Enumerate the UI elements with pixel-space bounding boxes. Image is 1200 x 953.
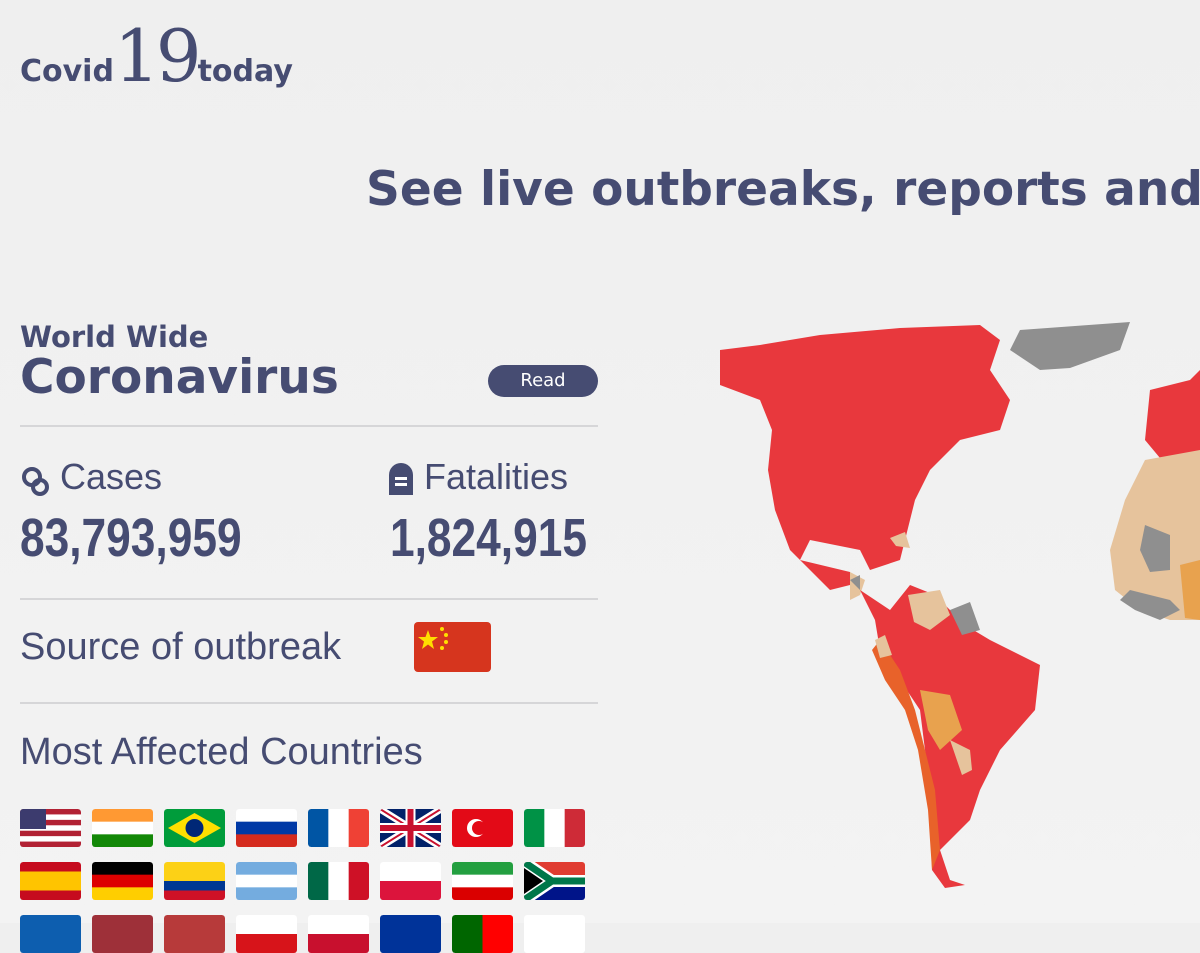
fatalities-value: 1,824,915 xyxy=(390,508,587,568)
country-flag[interactable] xyxy=(308,862,369,900)
country-flag[interactable] xyxy=(452,862,513,900)
country-flag[interactable] xyxy=(92,915,153,953)
country-flag[interactable] xyxy=(164,862,225,900)
country-flag[interactable] xyxy=(20,809,81,847)
country-flag[interactable] xyxy=(236,809,297,847)
country-flag[interactable] xyxy=(380,915,441,953)
divider xyxy=(20,425,598,427)
country-flag[interactable] xyxy=(524,862,585,900)
headline: See live outbreaks, reports and s xyxy=(366,162,1200,217)
source-label: Source of outbreak xyxy=(20,626,342,668)
page: Covid19today See live outbreaks, reports… xyxy=(0,0,1200,923)
country-flag[interactable] xyxy=(452,809,513,847)
divider xyxy=(20,702,598,704)
cases-label: Cases xyxy=(60,456,163,497)
divider xyxy=(20,598,598,600)
cases-value: 83,793,959 xyxy=(20,508,242,568)
read-button[interactable]: Read xyxy=(488,365,598,397)
country-flag[interactable] xyxy=(164,915,225,953)
logo-text: today xyxy=(197,54,293,89)
country-flag[interactable] xyxy=(20,915,81,953)
country-flag[interactable] xyxy=(380,809,441,847)
country-flag[interactable] xyxy=(20,862,81,900)
china-flag[interactable] xyxy=(414,622,491,672)
panel-title: Coronavirus xyxy=(20,350,339,405)
country-flag[interactable] xyxy=(236,915,297,953)
kicker: World Wide xyxy=(20,320,209,354)
country-flag[interactable] xyxy=(308,915,369,953)
fatalities-icon xyxy=(389,463,413,495)
country-flag[interactable] xyxy=(452,915,513,953)
country-flag[interactable] xyxy=(92,809,153,847)
country-flag[interactable] xyxy=(524,809,585,847)
most-affected-title: Most Affected Countries xyxy=(20,731,423,773)
cases-icon xyxy=(22,467,49,496)
logo-text: Covid xyxy=(20,54,114,89)
country-flag[interactable] xyxy=(236,862,297,900)
world-map xyxy=(720,322,1200,888)
country-flag[interactable] xyxy=(380,862,441,900)
logo-number: 19 xyxy=(113,14,202,98)
logo[interactable]: Covid19today xyxy=(20,14,293,98)
country-flag[interactable] xyxy=(92,862,153,900)
country-flag[interactable] xyxy=(524,915,585,953)
country-flag[interactable] xyxy=(164,809,225,847)
fatalities-label: Fatalities xyxy=(424,456,569,497)
country-flag[interactable] xyxy=(308,809,369,847)
